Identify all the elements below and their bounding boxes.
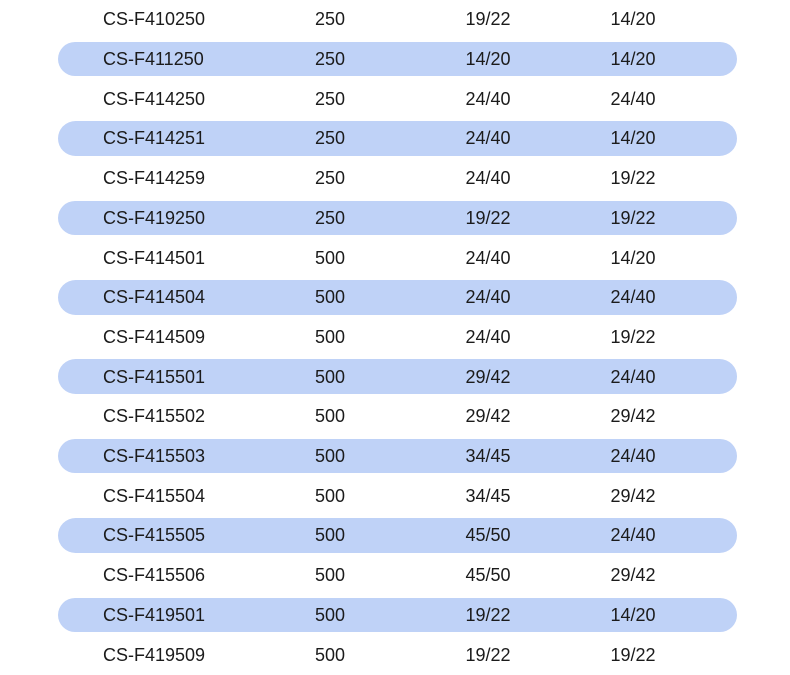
- capacity-cell: 250: [314, 128, 346, 149]
- catalog-number-cell: CS-F414509: [103, 326, 206, 347]
- catalog-number-cell: CS-F415504: [103, 485, 206, 506]
- capacity-cell: 500: [314, 644, 346, 665]
- row-highlight-pill: [58, 597, 737, 633]
- table-row: CS-F414501 500 24/40 14/20: [0, 238, 790, 278]
- capacity-cell: 250: [314, 207, 346, 228]
- joint-size-1-cell: 24/40: [465, 128, 511, 149]
- table-row: CS-F415506 500 45/50 29/42: [0, 556, 790, 596]
- table-row: CS-F415503 500 34/45 24/40: [0, 437, 790, 477]
- table-row: CS-F419250 250 19/22 19/22: [0, 199, 790, 239]
- joint-size-2-cell: 24/40: [610, 88, 656, 109]
- table-row: CS-F415502 500 29/42 29/42: [0, 397, 790, 437]
- catalog-number-cell: CS-F411250: [103, 49, 204, 70]
- catalog-number-cell: CS-F415505: [103, 525, 206, 546]
- joint-size-1-cell: 24/40: [465, 247, 511, 268]
- joint-size-2-cell: 24/40: [610, 525, 656, 546]
- catalog-number-cell: CS-F415502: [103, 406, 206, 427]
- table-row: CS-F410250 250 19/22 14/20: [0, 0, 790, 40]
- joint-size-1-cell: 34/45: [465, 446, 511, 467]
- table-row: CS-F415504 500 34/45 29/42: [0, 476, 790, 516]
- joint-size-2-cell: 14/20: [610, 128, 656, 149]
- joint-size-1-cell: 45/50: [465, 565, 511, 586]
- capacity-cell: 500: [314, 485, 346, 506]
- catalog-number-cell: CS-F419501: [103, 604, 206, 625]
- joint-size-1-cell: 24/40: [465, 326, 511, 347]
- capacity-cell: 500: [314, 406, 346, 427]
- row-highlight-pill: [58, 41, 737, 77]
- joint-size-1-cell: 34/45: [465, 485, 511, 506]
- table-row: CS-F415501 500 29/42 24/40: [0, 357, 790, 397]
- row-highlight-pill: [58, 121, 737, 156]
- catalog-number-cell: CS-F419250: [103, 207, 206, 228]
- joint-size-1-cell: 19/22: [465, 604, 511, 625]
- catalog-number-cell: CS-F410250: [103, 9, 206, 30]
- joint-size-2-cell: 19/22: [610, 644, 656, 665]
- capacity-cell: 500: [314, 604, 346, 625]
- row-highlight-pill: [58, 279, 737, 315]
- joint-size-1-cell: 19/22: [465, 9, 511, 30]
- capacity-cell: 250: [314, 168, 346, 189]
- capacity-cell: 250: [314, 88, 346, 109]
- joint-size-1-cell: 29/42: [465, 406, 511, 427]
- joint-size-1-cell: 24/40: [465, 287, 511, 308]
- joint-size-1-cell: 45/50: [465, 525, 511, 546]
- catalog-number-cell: CS-F414501: [103, 247, 206, 268]
- capacity-cell: 500: [314, 287, 346, 308]
- joint-size-1-cell: 24/40: [465, 88, 511, 109]
- capacity-cell: 500: [314, 366, 346, 387]
- table-row: CS-F419509 500 19/22 19/22: [0, 635, 790, 675]
- table-row: CS-F414509 500 24/40 19/22: [0, 318, 790, 358]
- capacity-cell: 250: [314, 9, 346, 30]
- joint-size-2-cell: 19/22: [610, 207, 656, 228]
- joint-size-1-cell: 29/42: [465, 366, 511, 387]
- table-row: CS-F414504 500 24/40 24/40: [0, 278, 790, 318]
- row-highlight-pill: [58, 359, 737, 395]
- joint-size-2-cell: 14/20: [610, 247, 656, 268]
- joint-size-2-cell: 14/20: [610, 49, 656, 70]
- joint-size-2-cell: 19/22: [610, 168, 656, 189]
- table-row: CS-F414250 250 24/40 24/40: [0, 79, 790, 119]
- joint-size-1-cell: 14/20: [465, 49, 511, 70]
- catalog-number-cell: CS-F415501: [103, 366, 206, 387]
- catalog-number-cell: CS-F414259: [103, 168, 206, 189]
- joint-size-2-cell: 24/40: [610, 287, 656, 308]
- joint-size-1-cell: 24/40: [465, 168, 511, 189]
- table-row: CS-F411250 250 14/20 14/20: [0, 40, 790, 80]
- catalog-number-cell: CS-F415506: [103, 565, 206, 586]
- joint-size-2-cell: 14/20: [610, 9, 656, 30]
- capacity-cell: 500: [314, 525, 346, 546]
- capacity-cell: 500: [314, 247, 346, 268]
- joint-size-2-cell: 24/40: [610, 366, 656, 387]
- catalog-number-cell: CS-F419509: [103, 644, 206, 665]
- row-highlight-pill: [58, 438, 737, 474]
- joint-size-2-cell: 29/42: [610, 406, 656, 427]
- joint-size-2-cell: 24/40: [610, 446, 656, 467]
- capacity-cell: 250: [314, 49, 346, 70]
- joint-size-2-cell: 29/42: [610, 485, 656, 506]
- table-row: CS-F415505 500 45/50 24/40: [0, 516, 790, 556]
- catalog-number-cell: CS-F414504: [103, 287, 206, 308]
- row-highlight-pill: [58, 200, 737, 236]
- joint-size-1-cell: 19/22: [465, 207, 511, 228]
- joint-size-2-cell: 19/22: [610, 326, 656, 347]
- catalog-number-cell: CS-F414250: [103, 88, 206, 109]
- table-row: CS-F414259 250 24/40 19/22: [0, 159, 790, 199]
- catalog-number-cell: CS-F415503: [103, 446, 206, 467]
- joint-size-2-cell: 14/20: [610, 604, 656, 625]
- table-row: CS-F414251 250 24/40 14/20: [0, 119, 790, 159]
- joint-size-1-cell: 19/22: [465, 644, 511, 665]
- joint-size-2-cell: 29/42: [610, 565, 656, 586]
- row-highlight-pill: [58, 518, 737, 553]
- capacity-cell: 500: [314, 446, 346, 467]
- table-row: CS-F419501 500 19/22 14/20: [0, 596, 790, 636]
- catalog-number-cell: CS-F414251: [103, 128, 206, 149]
- capacity-cell: 500: [314, 326, 346, 347]
- capacity-cell: 500: [314, 565, 346, 586]
